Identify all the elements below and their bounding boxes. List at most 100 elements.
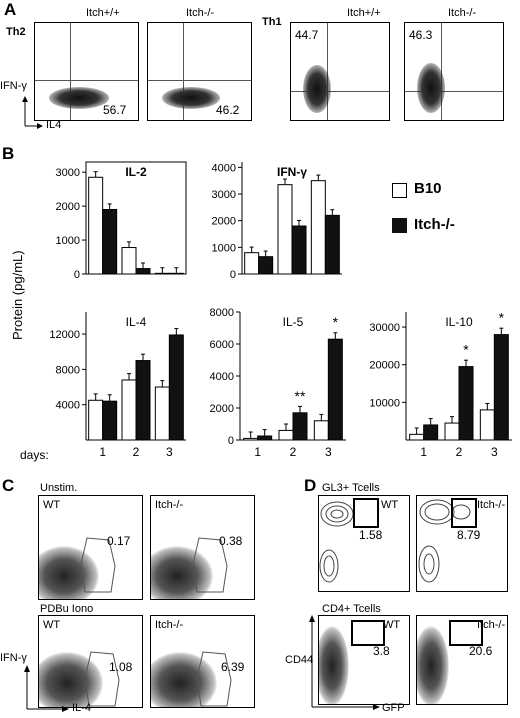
- legend-b10-label: B10: [414, 180, 442, 197]
- legend-itch-label: Itch-/-: [414, 216, 455, 233]
- bar-itch-day3: [168, 272, 184, 275]
- y-tick-label: 4000: [212, 162, 236, 174]
- y-tick-label: 1000: [212, 242, 236, 254]
- bar-b10-day2: [121, 379, 137, 441]
- bar-itch-day1: [258, 256, 274, 275]
- y-tick-label: 0: [74, 269, 80, 281]
- a-col-wt: Itch+/+: [86, 7, 120, 19]
- y-tick-label: 8000: [210, 307, 234, 319]
- c-axis-arrows: [24, 665, 69, 712]
- significance-mark: **: [295, 388, 306, 404]
- c-stim-wt-plot: WT 1.08: [38, 615, 143, 708]
- a-th1-wt-plot: 44.7: [290, 22, 390, 121]
- a-th2-wt-header: Itch+/+: [86, 7, 120, 19]
- chart-il2: 0 1000 2000 3000 IL-2: [56, 161, 187, 281]
- bar-itch-day2: [458, 366, 474, 441]
- x-tick-label: 2: [456, 445, 463, 459]
- bar-itch-day2: [135, 268, 151, 275]
- d-gl3-ko-plot: Itch-/- 8.79: [416, 495, 508, 592]
- bar-b10-day1: [243, 437, 259, 441]
- panel-c-label: C: [2, 476, 15, 495]
- d-gl3-wt-gate: [353, 498, 379, 528]
- bar-itch-day2: [291, 225, 307, 275]
- x-tick-label: 1: [254, 445, 261, 459]
- chart-title: IL-2: [125, 165, 147, 179]
- legend-b10-swatch: [392, 183, 407, 198]
- y-tick-label: 30000: [369, 322, 400, 334]
- panel-d-label: D: [304, 476, 317, 495]
- significance-mark: *: [333, 314, 339, 330]
- bar-itch-day1: [423, 424, 439, 441]
- y-tick-label: 0: [228, 435, 234, 447]
- bar-itch-day3: [493, 334, 509, 441]
- bar-b10-day3: [154, 386, 170, 441]
- d-cd4-ko-value: 20.6: [469, 644, 493, 658]
- d-gl3-label: GL3+ Tcells: [322, 482, 380, 494]
- y-tick-label: 2000: [212, 216, 236, 228]
- panel-b-label: B: [2, 144, 15, 163]
- c-ko-label: Itch-/-: [155, 499, 184, 511]
- chart-il5: 0 2000 4000 6000 8000 IL-5 1 ** 2 * 3: [210, 307, 346, 459]
- a-xaxis-label: IL4: [46, 119, 62, 131]
- x-tick-label: 2: [133, 445, 140, 459]
- d-cd4-ko-gate: [449, 620, 483, 646]
- a-th1-ko-plot: 46.3: [404, 22, 504, 121]
- bar-itch-day3: [168, 334, 184, 441]
- c-stim-ko-plot: Itch-/- 6.39: [150, 615, 255, 708]
- bar-b10-day3: [479, 409, 495, 441]
- bar-b10-day1: [88, 176, 104, 275]
- a-th1-label: Th1: [262, 16, 282, 28]
- a-th1-wt-value: 44.7: [295, 28, 319, 42]
- c-unstim-ko-value: 0.38: [219, 534, 243, 548]
- bar-itch-day1: [257, 435, 273, 441]
- x-tick-label: 3: [325, 445, 332, 459]
- x-tick-label: 3: [491, 445, 498, 459]
- d-ko-label: Itch-/-: [477, 499, 506, 511]
- d-cd4-wt-gate: [351, 620, 385, 646]
- a-axis-arrows: [22, 96, 43, 129]
- bar-b10-day3: [310, 180, 326, 275]
- d-cd4-wt-plot: WT 3.8: [318, 615, 410, 705]
- c-stim-wt-value: 1.08: [109, 660, 133, 674]
- a-th2-ko-header: Itch-/-: [186, 7, 214, 19]
- y-tick-label: 2000: [56, 201, 80, 213]
- a-th2-ko-value: 46.2: [216, 103, 240, 117]
- x-tick-label: 1: [99, 445, 106, 459]
- y-tick-label: 20000: [369, 360, 400, 372]
- c-stim-ko-value: 6.39: [221, 660, 245, 674]
- bar-itch-day1: [102, 209, 118, 275]
- bar-b10-day3: [154, 272, 170, 275]
- a-th2-wt-plot: 56.7: [34, 22, 139, 121]
- y-tick-label: 12000: [49, 329, 80, 341]
- chart-title: IL-4: [126, 315, 147, 329]
- bar-itch-day3: [324, 214, 340, 275]
- bar-b10-day2: [278, 429, 294, 441]
- x-tick-label: 1: [420, 445, 427, 459]
- a-th1-wt-header: Itch+/+: [347, 7, 381, 19]
- bar-b10-day2: [121, 247, 137, 275]
- bar-b10-day2: [277, 184, 293, 275]
- x-tick-label: 2: [290, 445, 297, 459]
- d-wt-label: WT: [381, 499, 399, 511]
- bar-b10-day3: [313, 420, 329, 441]
- bar-itch-day1: [102, 400, 118, 441]
- a-th1-ko-value: 46.3: [409, 28, 433, 42]
- chart-ifng: 0 1000 2000 3000 4000 IFN-γ: [212, 162, 342, 281]
- y-tick-label: 4000: [56, 400, 80, 412]
- days-label: days:: [20, 448, 49, 462]
- d-cd4-wt-value: 3.8: [373, 644, 390, 658]
- bar-itch-day3: [327, 338, 343, 441]
- y-tick-label: 1000: [56, 235, 80, 247]
- bar-b10-day1: [409, 433, 425, 441]
- d-cd4-ko-plot: Itch-/- 20.6: [416, 615, 508, 705]
- d-xaxis-label: GFP: [382, 702, 405, 714]
- d-gl3-ko-gate: [451, 498, 477, 528]
- c-unstim-ko-plot: Itch-/- 0.38: [150, 495, 255, 600]
- chart-il4: 4000 8000 12000 IL-4 1 2 3: [49, 312, 186, 459]
- a-col-ko: Itch-/-: [186, 7, 215, 19]
- c-unstim-label: Unstim.: [40, 482, 78, 494]
- a-th2-ko-plot: 46.2: [147, 22, 252, 121]
- d-gl3-wt-value: 1.58: [359, 528, 383, 542]
- c-stim-label: PDBu Iono: [40, 603, 94, 615]
- a-yaxis-label: IFN-γ: [0, 80, 27, 92]
